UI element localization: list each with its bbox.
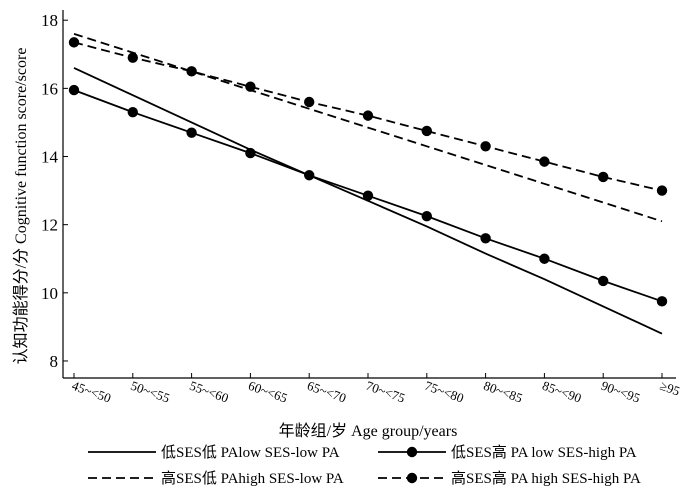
legend-marker	[406, 472, 418, 484]
x-tick-label: 45~<50	[70, 378, 113, 406]
legend-label: 高SES低 PAhigh SES-low PA	[161, 470, 344, 487]
data-point	[598, 275, 609, 287]
y-axis-title: 认知功能得分/分 Cognitive function score/score	[12, 48, 30, 365]
x-tick-label: 50~<55	[129, 378, 172, 406]
data-point	[362, 110, 374, 121]
data-point	[656, 185, 668, 196]
y-tick-label: 12	[41, 216, 58, 235]
data-point	[480, 141, 491, 152]
data-point	[421, 125, 432, 137]
data-point	[186, 66, 197, 77]
legend-item: 低SES高 PA low SES-high PA	[378, 444, 637, 461]
series-4	[68, 37, 668, 196]
legend-label: 高SES高 PA high SES-high PA	[451, 470, 641, 487]
data-point	[68, 84, 80, 96]
x-tick-label: 90~<95	[599, 378, 642, 406]
x-axis-title: 年龄组/岁 Age group/years	[279, 422, 458, 440]
data-point	[186, 127, 197, 138]
y-tick-label: 14	[41, 148, 59, 167]
data-point	[539, 253, 550, 264]
data-point	[68, 37, 80, 48]
legend-item: 高SES高 PA high SES-high PA	[378, 470, 641, 487]
series-3	[73, 33, 663, 223]
data-point	[127, 107, 138, 118]
data-point	[598, 171, 609, 183]
data-point	[362, 190, 374, 201]
data-point	[539, 156, 550, 167]
data-point	[304, 96, 315, 108]
legend-label: 低SES高 PA low SES-high PA	[451, 444, 637, 461]
data-point	[304, 170, 315, 181]
x-tick-label: 75~<80	[423, 378, 466, 406]
series-2	[68, 84, 668, 307]
series-line	[73, 41, 663, 192]
series-line	[73, 33, 663, 223]
x-tick-label: 70~<75	[364, 378, 407, 406]
data-point	[127, 52, 138, 63]
y-tick-label: 8	[50, 352, 59, 371]
legend-item: 低SES低 PAlow SES-low PA	[88, 444, 340, 461]
legend-label: 低SES低 PAlow SES-low PA	[161, 444, 340, 461]
data-point	[480, 233, 491, 244]
axes	[62, 10, 676, 379]
y-tick-label: 16	[41, 79, 58, 98]
x-tick-label: 80~<85	[482, 378, 525, 406]
y-tick-label: 10	[41, 284, 58, 303]
data-point	[656, 296, 668, 307]
x-tick-label: 85~<90	[540, 378, 583, 406]
legend: 低SES低 PAlow SES-low PA 低SES高 PA low SES-h…	[88, 444, 641, 487]
x-tick-label: 55~<60	[188, 378, 231, 406]
legend-marker	[406, 446, 418, 458]
series	[68, 33, 668, 335]
legend-item: 高SES低 PAhigh SES-low PA	[88, 470, 344, 487]
x-tick-label: 60~<65	[246, 378, 289, 406]
x-tick-label: ≥95	[658, 378, 682, 399]
data-point	[245, 81, 256, 92]
data-point	[421, 210, 432, 222]
x-tick-label: 65~<70	[305, 378, 348, 406]
y-tick-label: 18	[41, 11, 58, 30]
data-point	[245, 147, 256, 159]
y-ticks: 8 10 12 14 16 18	[41, 11, 68, 371]
